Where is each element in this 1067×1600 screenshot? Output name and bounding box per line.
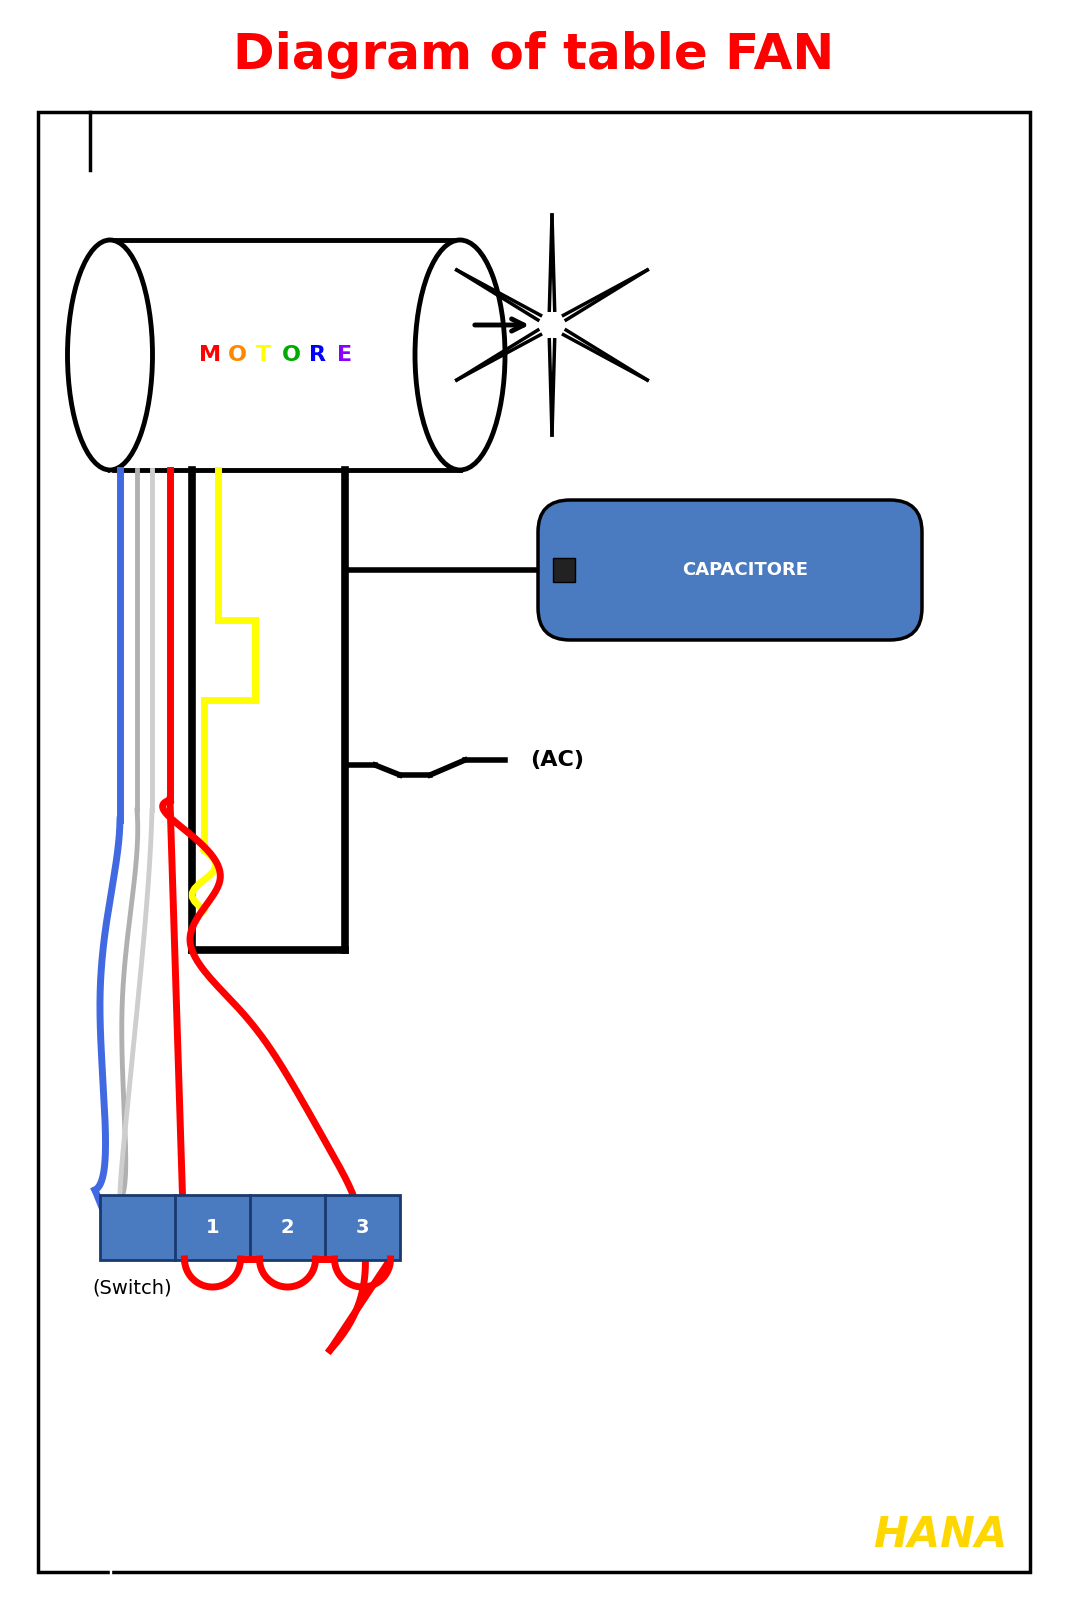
Text: M: M <box>198 346 221 365</box>
Text: R: R <box>309 346 327 365</box>
Bar <box>553 558 575 582</box>
Text: O: O <box>227 346 246 365</box>
Text: HANA: HANA <box>873 1514 1007 1555</box>
Text: T: T <box>256 346 272 365</box>
Text: CAPACITORE: CAPACITORE <box>682 562 808 579</box>
Text: 3: 3 <box>355 1218 369 1237</box>
Text: (AC): (AC) <box>530 750 584 770</box>
Ellipse shape <box>415 240 505 470</box>
Text: (Switch): (Switch) <box>92 1278 172 1298</box>
Bar <box>110 240 460 470</box>
Text: O: O <box>282 346 301 365</box>
Text: E: E <box>337 346 352 365</box>
FancyBboxPatch shape <box>100 1195 400 1261</box>
Text: 2: 2 <box>281 1218 294 1237</box>
FancyBboxPatch shape <box>538 499 922 640</box>
Text: 1: 1 <box>206 1218 220 1237</box>
Ellipse shape <box>67 240 153 470</box>
Text: Diagram of table FAN: Diagram of table FAN <box>233 30 834 78</box>
